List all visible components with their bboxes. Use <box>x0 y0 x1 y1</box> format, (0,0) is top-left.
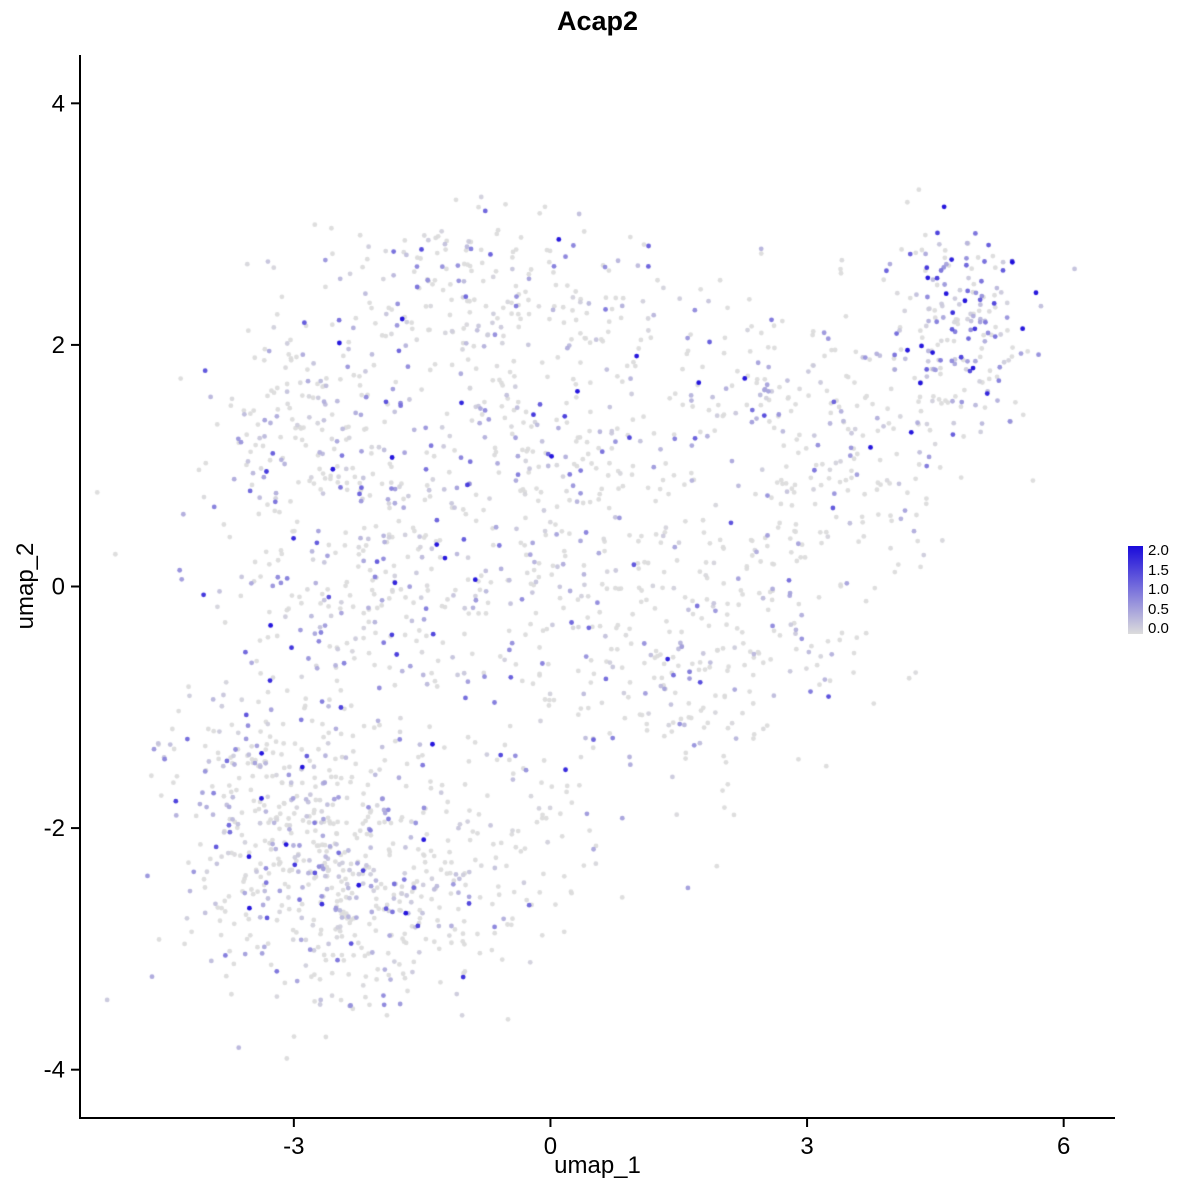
legend-colorbar <box>1128 546 1143 634</box>
x-axis-title: umap_1 <box>554 1152 641 1179</box>
x-tick-label: 6 <box>1057 1133 1070 1160</box>
legend-labels: 2.0 1.5 1.0 0.5 0.0 <box>1148 543 1169 637</box>
x-tick-label: -3 <box>283 1133 304 1160</box>
legend-label: 1.5 <box>1148 561 1169 579</box>
y-tick-label: -2 <box>44 815 65 842</box>
y-tick-label: 0 <box>52 574 65 601</box>
expression-legend: 2.0 1.5 1.0 0.5 0.0 <box>1124 538 1200 642</box>
y-tick-label: 2 <box>52 332 65 359</box>
y-tick-label: -4 <box>44 1057 65 1084</box>
y-tick-label: 4 <box>52 90 65 117</box>
legend-label: 0.0 <box>1148 620 1169 637</box>
legend-label: 1.0 <box>1148 581 1169 598</box>
x-tick-label: 3 <box>800 1133 813 1160</box>
legend-label: 2.0 <box>1148 542 1169 559</box>
plot-title: Acap2 <box>556 6 639 36</box>
legend-label: 0.5 <box>1148 600 1169 618</box>
y-axis-title: umap_2 <box>12 542 39 630</box>
x-tick-label: 0 <box>544 1133 557 1160</box>
